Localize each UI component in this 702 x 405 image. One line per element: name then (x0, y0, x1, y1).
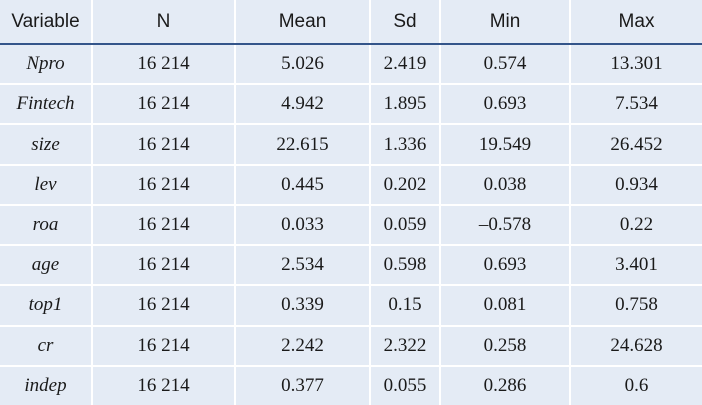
value-cell: 0.758 (570, 284, 702, 326)
header-cell: N (92, 0, 236, 45)
value-cell: 0.693 (440, 83, 571, 125)
table-row: size 16 214 22.615 1.336 19.549 26.452 (0, 123, 702, 165)
value-cell: 0.202 (370, 163, 441, 205)
variable-cell: size (0, 123, 93, 165)
header-cell: Mean (235, 0, 371, 45)
value-cell: 2.242 (235, 324, 371, 366)
value-cell: 0.445 (235, 163, 371, 205)
variable-cell: lev (0, 163, 93, 205)
value-cell: 2.534 (235, 244, 371, 286)
value-cell: 2.322 (370, 324, 441, 366)
table-row: indep 16 214 0.377 0.055 0.286 0.6 (0, 364, 702, 405)
value-cell: 0.081 (440, 284, 571, 326)
value-cell: 0.258 (440, 324, 571, 366)
header-cell: Max (570, 0, 702, 45)
variable-cell: top1 (0, 284, 93, 326)
value-cell: 19.549 (440, 123, 571, 165)
value-cell: –0.578 (440, 203, 571, 246)
value-cell: 16 214 (92, 284, 236, 326)
value-cell: 16 214 (92, 244, 236, 286)
table-row: top1 16 214 0.339 0.15 0.081 0.758 (0, 284, 702, 326)
value-cell: 0.934 (570, 163, 702, 205)
value-cell: 0.22 (570, 203, 702, 246)
value-cell: 16 214 (92, 123, 236, 165)
value-cell: 0.574 (440, 42, 571, 85)
value-cell: 1.895 (370, 83, 441, 125)
value-cell: 5.026 (235, 42, 371, 85)
value-cell: 0.377 (235, 364, 371, 405)
table-row: roa 16 214 0.033 0.059 –0.578 0.22 (0, 203, 702, 246)
table-row: Npro 16 214 5.026 2.419 0.574 13.301 (0, 42, 702, 85)
value-cell: 3.401 (570, 244, 702, 286)
variable-cell: Npro (0, 42, 93, 85)
value-cell: 0.693 (440, 244, 571, 286)
table-body: Npro 16 214 5.026 2.419 0.574 13.301 Fintech 16… (0, 42, 702, 405)
value-cell: 16 214 (92, 42, 236, 85)
value-cell: 26.452 (570, 123, 702, 165)
value-cell: 22.615 (235, 123, 371, 165)
variable-cell: age (0, 244, 93, 286)
value-cell: 16 214 (92, 163, 236, 205)
value-cell: 2.419 (370, 42, 441, 85)
value-cell: 24.628 (570, 324, 702, 366)
value-cell: 0.038 (440, 163, 571, 205)
value-cell: 13.301 (570, 42, 702, 85)
header-row: Variable N Mean Sd Min Max (0, 0, 702, 45)
value-cell: 0.286 (440, 364, 571, 405)
variable-cell: Fintech (0, 83, 93, 125)
value-cell: 1.336 (370, 123, 441, 165)
value-cell: 16 214 (92, 364, 236, 405)
variable-cell: roa (0, 203, 93, 246)
value-cell: 0.055 (370, 364, 441, 405)
header-cell: Min (440, 0, 571, 45)
value-cell: 0.033 (235, 203, 371, 246)
table-row: Fintech 16 214 4.942 1.895 0.693 7.534 (0, 83, 702, 125)
value-cell: 16 214 (92, 324, 236, 366)
value-cell: 16 214 (92, 203, 236, 246)
table-row: lev 16 214 0.445 0.202 0.038 0.934 (0, 163, 702, 205)
value-cell: 4.942 (235, 83, 371, 125)
value-cell: 7.534 (570, 83, 702, 125)
variable-cell: indep (0, 364, 93, 405)
header-cell: Sd (370, 0, 441, 45)
value-cell: 16 214 (92, 83, 236, 125)
table-row: cr 16 214 2.242 2.322 0.258 24.628 (0, 324, 702, 366)
table-row: age 16 214 2.534 0.598 0.693 3.401 (0, 244, 702, 286)
value-cell: 0.059 (370, 203, 441, 246)
value-cell: 0.598 (370, 244, 441, 286)
variable-cell: cr (0, 324, 93, 366)
value-cell: 0.339 (235, 284, 371, 326)
value-cell: 0.6 (570, 364, 702, 405)
header-cell: Variable (0, 0, 93, 45)
value-cell: 0.15 (370, 284, 441, 326)
